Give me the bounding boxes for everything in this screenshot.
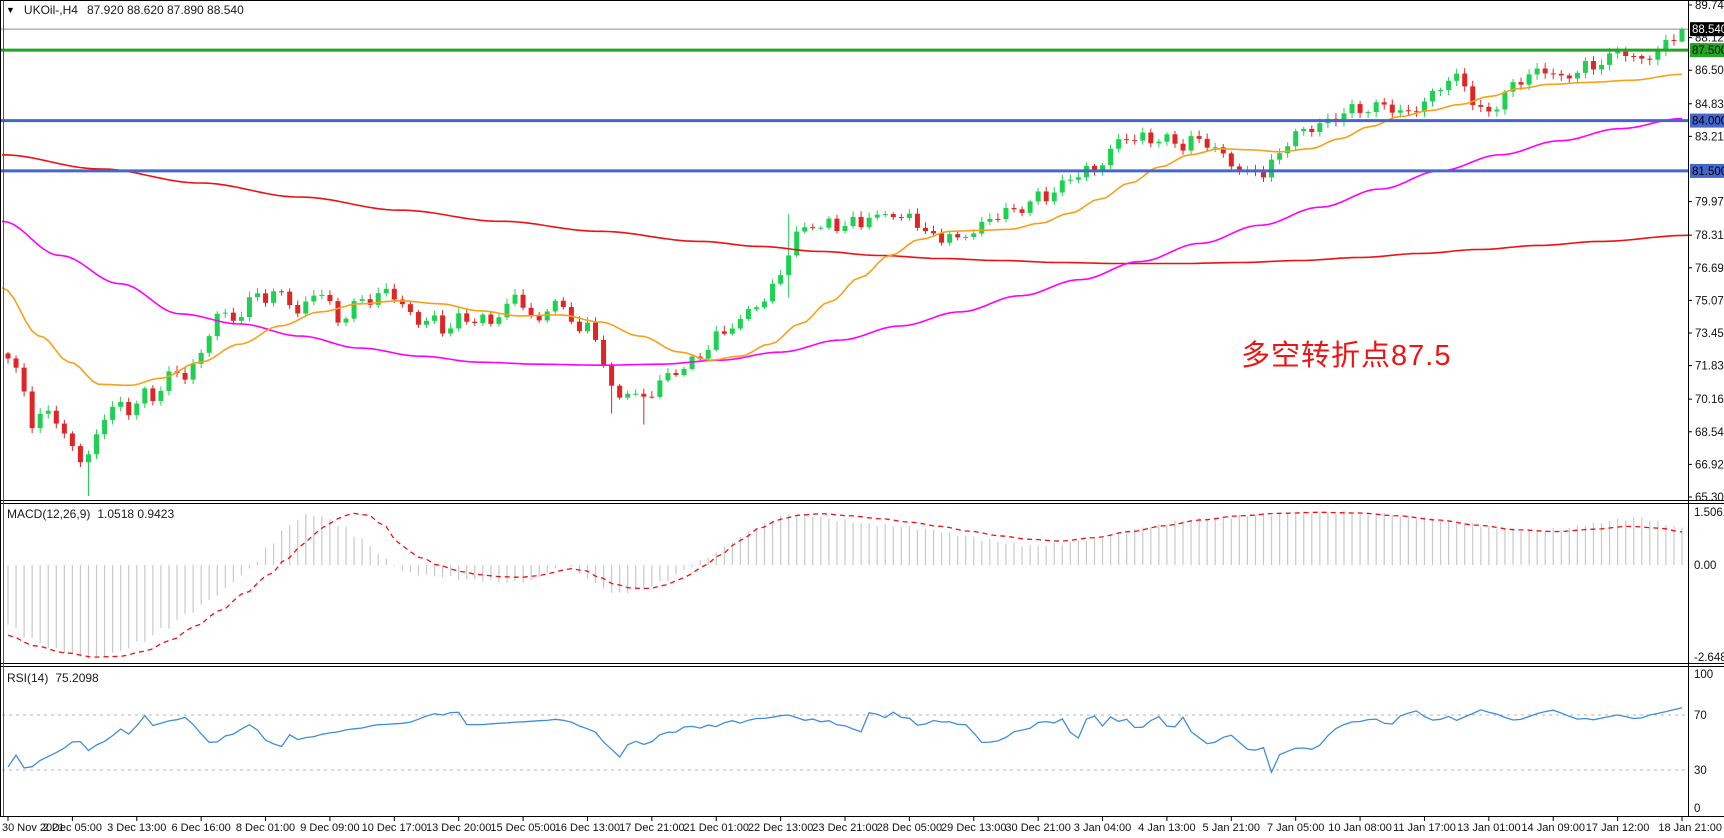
macd-tick-label: 0.00 — [1694, 560, 1716, 572]
svg-text:81.500: 81.500 — [1692, 166, 1724, 178]
rsi-line — [7, 707, 1683, 775]
macd-name: MACD(12,26,9) — [7, 507, 91, 521]
price-tick-label: 84.835 — [1695, 99, 1724, 111]
price-tick-label: 75.070 — [1695, 295, 1724, 307]
x-axis-label: 4 Jan 13:00 — [1138, 822, 1196, 834]
svg-text:87.500: 87.500 — [1692, 45, 1724, 57]
hlines-layer — [0, 28, 1688, 173]
price-tick-label: 65.305 — [1695, 492, 1724, 504]
blue-line-badge-84: 84.000 — [1690, 113, 1724, 128]
ma-slow-line — [1, 154, 1689, 265]
rsi-tick-label: 0 — [1694, 803, 1700, 815]
svg-text:88.540: 88.540 — [1692, 24, 1724, 36]
x-axis-label: 17 Dec 21:00 — [619, 822, 684, 834]
ma-mid-line — [1, 117, 1683, 366]
price-tick-label: 66.925 — [1695, 459, 1724, 471]
rsi-layer — [2, 707, 1688, 775]
rsi-tick-label: 30 — [1694, 765, 1707, 777]
x-axis-label: 22 Dec 13:00 — [748, 822, 813, 834]
svg-text:84.000: 84.000 — [1692, 116, 1724, 128]
ohlc-values: 87.920 88.620 87.890 88.540 — [86, 3, 244, 17]
ma-fast-line — [1, 73, 1683, 387]
x-axis-label: 6 Dec 16:00 — [171, 822, 230, 834]
x-axis-label: 10 Jan 08:00 — [1328, 822, 1392, 834]
macd-layer — [7, 510, 1683, 659]
price-tick-label: 68.545 — [1695, 427, 1724, 439]
price-tick-label: 83.215 — [1695, 131, 1724, 143]
price-tick-label: 76.690 — [1695, 263, 1724, 275]
x-axis-label: 23 Dec 21:00 — [812, 822, 877, 834]
x-axis-label: 11 Jan 17:00 — [1393, 822, 1456, 834]
x-axis-label: 30 Dec 21:00 — [1005, 822, 1070, 834]
x-axis-label: 8 Dec 01:00 — [236, 822, 295, 834]
price-tick-label: 86.500 — [1695, 65, 1724, 77]
collapse-indicator-icon[interactable]: ▼ — [6, 5, 15, 15]
rsi-indicator-label: RSI(14) 75.2098 — [7, 671, 99, 685]
price-tick-label: 73.450 — [1695, 328, 1724, 340]
x-axis-label: 18 Jan 21:00 — [1658, 822, 1722, 834]
x-axis-label: 28 Dec 05:00 — [877, 822, 942, 834]
x-axis-label: 17 Jan 12:00 — [1586, 822, 1650, 834]
symbol-title: UKOil-,H4 — [23, 3, 78, 17]
x-axis-label: 29 Dec 13:00 — [941, 822, 1006, 834]
x-axis-label: 5 Jan 21:00 — [1203, 822, 1261, 834]
x-axis-label: 3 Dec 13:00 — [107, 822, 166, 834]
x-axis-label: 21 Dec 01:00 — [684, 822, 749, 834]
x-axis-label: 13 Jan 01:00 — [1457, 822, 1521, 834]
macd-tick-label: -2.6487 — [1694, 652, 1724, 664]
price-tick-label: 71.830 — [1695, 361, 1724, 373]
x-axis-label: 10 Dec 17:00 — [362, 822, 427, 834]
x-axis-label: 15 Dec 05:00 — [490, 822, 555, 834]
x-axis-label: 9 Dec 09:00 — [300, 822, 359, 834]
price-tick-label: 78.310 — [1695, 230, 1724, 242]
x-axis-label: 7 Jan 05:00 — [1267, 822, 1325, 834]
price-tick-label: 70.165 — [1695, 394, 1724, 406]
rsi-tick-label: 100 — [1694, 669, 1713, 681]
rsi-value: 75.2098 — [55, 671, 99, 685]
current-price-badge: 88.540 — [1690, 22, 1724, 37]
price-axis-layer: 89.74088.12086.50084.83583.21579.97578.3… — [1688, 0, 1724, 504]
macd-values: 1.0518 0.9423 — [97, 507, 175, 521]
moving-averages-layer — [1, 73, 1689, 387]
green-line-badge: 87.500 — [1690, 43, 1724, 58]
x-axis-label: 16 Dec 13:00 — [555, 822, 620, 834]
borders-layer — [0, 0, 1724, 817]
candles-layer — [5, 27, 1685, 497]
x-axis-label: 2 Dec 05:00 — [43, 822, 102, 834]
rsi-tick-label: 70 — [1694, 710, 1707, 722]
blue-line-badge-815: 81.500 — [1690, 163, 1724, 178]
price-tick-label: 79.975 — [1695, 197, 1724, 209]
chart-header: ▼ UKOil-,H4 87.920 88.620 87.890 88.540 — [6, 3, 244, 17]
indicator-axis-layer: 1.5061 0.00 -2.6487 100 70 30 0 — [1694, 507, 1724, 815]
annotation-text: 多空转折点87.5 — [1241, 340, 1452, 372]
x-axis-label: 14 Jan 09:00 — [1521, 822, 1585, 834]
price-tick-label: 89.740 — [1695, 0, 1724, 12]
macd-signal-line — [7, 511, 1683, 658]
macd-tick-label: 1.5061 — [1694, 507, 1724, 519]
x-axis-label: 13 Dec 20:00 — [426, 822, 491, 834]
x-axis-label: 3 Jan 04:00 — [1074, 822, 1132, 834]
rsi-name: RSI(14) — [7, 671, 49, 685]
x-axis-label: 30 Nov 2021 — [2, 822, 64, 834]
macd-indicator-label: MACD(12,26,9) 1.0518 0.9423 — [7, 507, 174, 521]
